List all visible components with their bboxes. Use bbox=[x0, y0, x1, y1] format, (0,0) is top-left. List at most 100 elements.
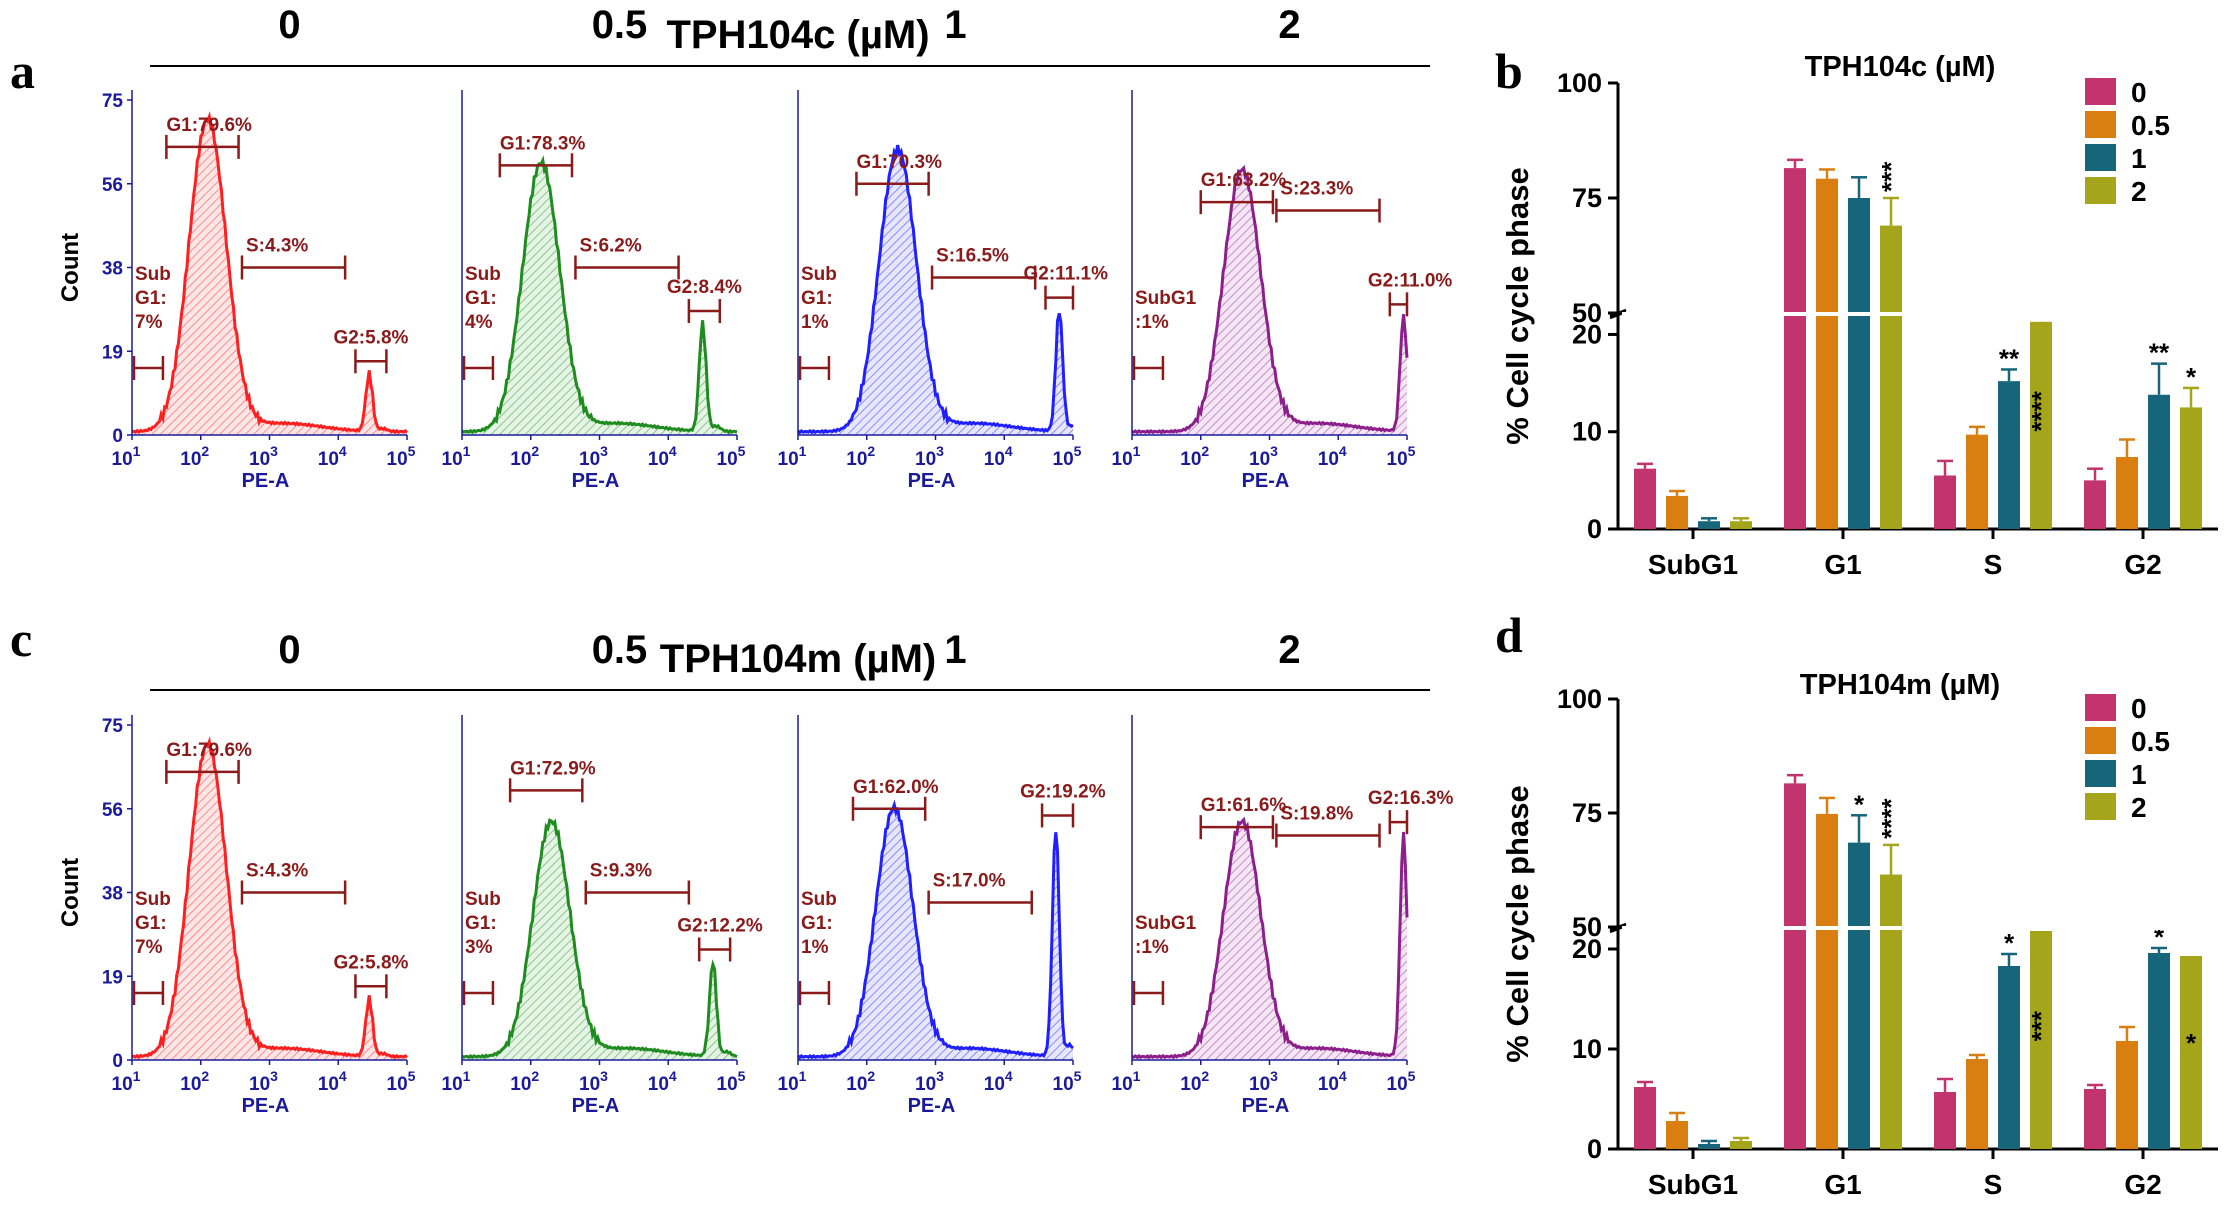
gate-g1-label: G1:63.2% bbox=[1201, 170, 1287, 191]
x-tick-exponent: 1 bbox=[1133, 1068, 1141, 1084]
bar bbox=[1848, 842, 1870, 1149]
x-category-label: G1 bbox=[1824, 1169, 1861, 1200]
histogram-fill bbox=[132, 116, 407, 436]
histogram-4: 2 101 102 103 104 105 PE-A G1:61.6%S:19.8% G2:16… bbox=[1112, 628, 1454, 1117]
bar-group bbox=[1666, 489, 1688, 529]
legend-label: 1 bbox=[2131, 143, 2147, 174]
bar-group bbox=[2084, 467, 2106, 529]
bar bbox=[1634, 468, 1656, 529]
x-tick-exponent: 1 bbox=[133, 1068, 141, 1084]
x-tick-label: 101 bbox=[1112, 1068, 1141, 1095]
x-tick-label: 102 bbox=[846, 443, 875, 470]
histogram-fill bbox=[132, 741, 407, 1060]
subg1-label-line: Sub bbox=[465, 264, 501, 285]
subg1-label-line: SubG1 bbox=[1135, 913, 1197, 934]
bar bbox=[1998, 966, 2020, 1149]
gate-g2: G2:16.3% bbox=[1368, 788, 1453, 835]
gate-g2: G2:11.0% bbox=[1368, 270, 1453, 317]
subg1-label-line: Sub bbox=[135, 264, 171, 285]
x-tick-label: 103 bbox=[1249, 1068, 1278, 1095]
panel-d: d TPH104m (µM)% Cell cycle phase01020507… bbox=[1495, 607, 2222, 1200]
x-tick-exponent: 5 bbox=[738, 443, 746, 459]
bar-group: * bbox=[2148, 922, 2170, 1149]
x-tick-exponent: 3 bbox=[1270, 443, 1278, 459]
bar bbox=[2116, 457, 2138, 529]
bar bbox=[1816, 178, 1838, 529]
x-tick-exponent: 3 bbox=[936, 1068, 944, 1084]
gate-g1: G1:70.3% bbox=[855, 152, 942, 196]
bar-group bbox=[1784, 773, 1806, 1149]
bar-group: **** bbox=[1876, 798, 1906, 1149]
gate-g2-label: G2:5.8% bbox=[333, 327, 408, 348]
y-tick-label: 19 bbox=[102, 342, 123, 363]
legend-label: 2 bbox=[2131, 792, 2147, 823]
gate-g2-label: G2:12.2% bbox=[677, 915, 763, 936]
gate-subg1-label: Sub G1: 7% bbox=[135, 264, 171, 333]
x-tick-label: 101 bbox=[442, 443, 471, 470]
gate-g2-label: G2:11.1% bbox=[1024, 264, 1109, 285]
x-tick-label: 104 bbox=[1318, 443, 1347, 470]
gate-g1-label: G1:72.9% bbox=[510, 758, 596, 779]
significance-label: * bbox=[2154, 922, 2165, 952]
panel-letter-b: b bbox=[1495, 43, 1523, 99]
bar bbox=[1816, 813, 1838, 1149]
bar bbox=[1730, 521, 1752, 529]
bar-group: * bbox=[1848, 789, 1870, 1149]
legend-swatch bbox=[2085, 78, 2116, 105]
legend-label: 2 bbox=[2131, 176, 2147, 207]
x-tick-label: 103 bbox=[249, 1068, 278, 1095]
y-tick-label: 0 bbox=[1587, 514, 1602, 544]
concentration-label: 2 bbox=[1278, 3, 1300, 47]
subg1-label-line: G1: bbox=[801, 913, 833, 934]
bar-group bbox=[1666, 1111, 1688, 1149]
significance-label: * bbox=[2004, 928, 2015, 958]
x-axis-label: PE-A bbox=[242, 470, 290, 492]
x-axis-label: PE-A bbox=[908, 470, 956, 492]
bar-group: *** bbox=[1876, 161, 1906, 529]
x-axis-label: PE-A bbox=[1242, 1095, 1290, 1117]
subg1-label-line: Sub bbox=[135, 889, 171, 910]
x-axis-label: PE-A bbox=[572, 1095, 620, 1117]
bar bbox=[2180, 407, 2202, 529]
bar bbox=[1998, 381, 2020, 529]
subg1-label-line: G1: bbox=[135, 913, 167, 934]
y-tick-label: 10 bbox=[1572, 417, 1602, 447]
subg1-label-line: 7% bbox=[135, 312, 163, 333]
x-tick-label: 102 bbox=[846, 1068, 875, 1095]
gate-subg1-label: Sub G1: 7% bbox=[135, 889, 171, 958]
bar bbox=[2116, 1041, 2138, 1149]
x-tick-label: 104 bbox=[1318, 1068, 1347, 1095]
bar bbox=[1934, 1092, 1956, 1149]
bar bbox=[1966, 434, 1988, 529]
gate-subg1 bbox=[132, 981, 165, 1005]
bar-group: * bbox=[2180, 956, 2202, 1149]
x-tick-exponent: 1 bbox=[799, 1068, 807, 1084]
subg1-label-line: 7% bbox=[135, 937, 163, 958]
subg1-label-line: 1% bbox=[801, 312, 829, 333]
significance-label: * bbox=[2186, 362, 2197, 392]
x-tick-label: 103 bbox=[1249, 443, 1278, 470]
bar-group bbox=[1966, 425, 1988, 529]
x-tick-label: 101 bbox=[442, 1068, 471, 1095]
subg1-label-line: Sub bbox=[801, 264, 837, 285]
gate-g2-label: G2:11.0% bbox=[1368, 270, 1453, 291]
x-category-label: G1 bbox=[1824, 549, 1861, 580]
subg1-label-line: Sub bbox=[801, 889, 837, 910]
subg1-label-line: 3% bbox=[465, 937, 493, 958]
bar bbox=[1880, 225, 1902, 529]
significance-label: ** bbox=[2149, 338, 2170, 368]
gate-subg1-label: Sub G1: 3% bbox=[465, 889, 501, 958]
x-tick-label: 105 bbox=[717, 443, 746, 470]
gate-s-label: S:19.8% bbox=[1280, 804, 1353, 825]
bar bbox=[2084, 480, 2106, 529]
x-tick-label: 105 bbox=[1053, 1068, 1082, 1095]
x-tick-exponent: 1 bbox=[133, 443, 141, 459]
x-tick-exponent: 4 bbox=[339, 443, 347, 459]
bar-group bbox=[1698, 517, 1720, 529]
gate-g1-label: G1:62.0% bbox=[853, 777, 939, 798]
bar bbox=[1848, 198, 1870, 529]
gate-g1-label: G1:70.3% bbox=[856, 152, 942, 173]
y-tick-label: 75 bbox=[102, 716, 124, 737]
